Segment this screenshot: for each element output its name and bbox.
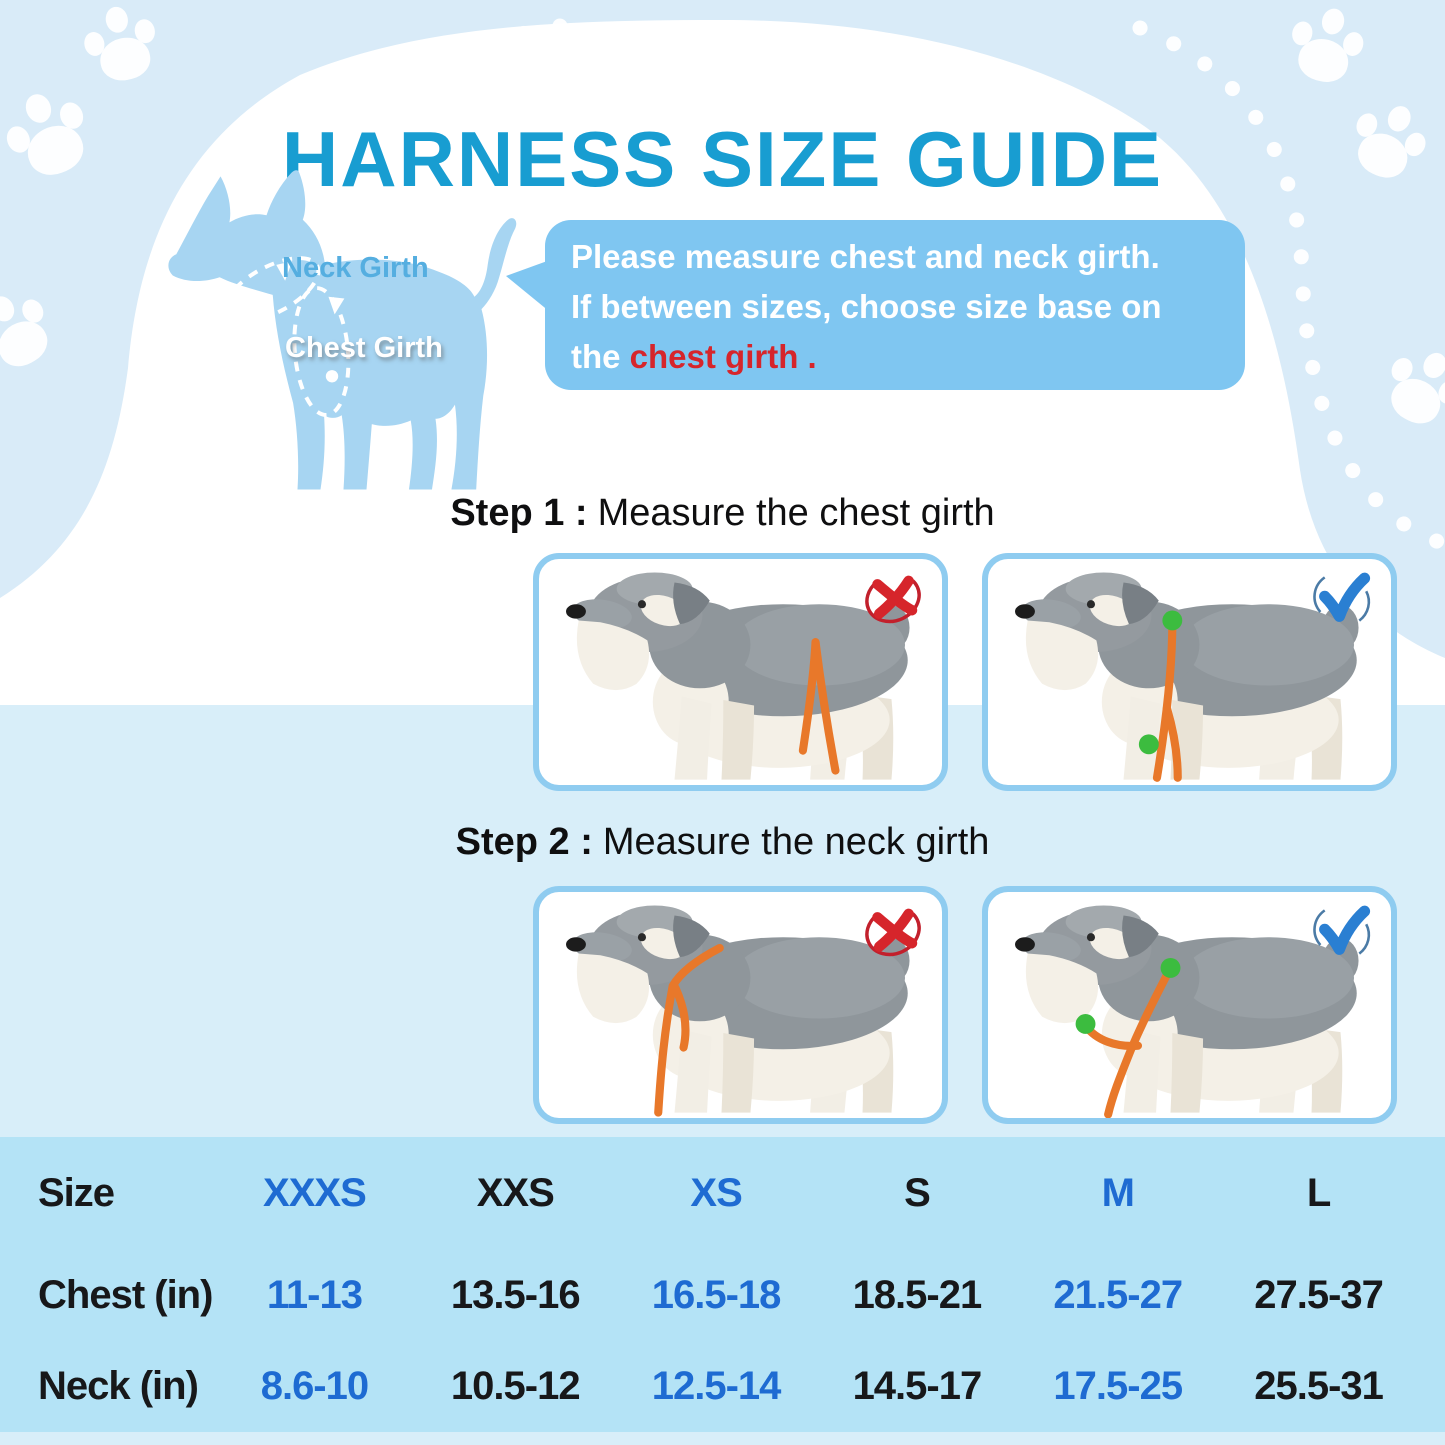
measuring-tape-icon — [798, 638, 840, 775]
dotted-trail-right — [1132, 20, 1445, 552]
step2-correct-card — [982, 886, 1397, 1124]
size-cell: XXXS — [263, 1170, 367, 1215]
schnauzer-photo-icon — [539, 559, 942, 785]
row-label-chest: Chest (in) — [38, 1272, 213, 1317]
row-label-neck: Neck (in) — [38, 1364, 199, 1408]
row-label-size: Size — [38, 1170, 115, 1215]
size-table-background — [0, 1137, 1445, 1432]
chest-cell: 21.5-27 — [1053, 1272, 1183, 1317]
cross-icon — [856, 900, 930, 964]
bubble-line-1: Please measure chest and neck girth. — [571, 238, 1160, 275]
page-title: HARNESS SIZE GUIDE — [281, 115, 1164, 204]
bottom-strip — [0, 1432, 1445, 1445]
step1-wrong-card — [533, 553, 948, 791]
chihuahua-silhouette-icon — [168, 170, 517, 490]
bubble-line-2: If between sizes, choose size base on — [571, 288, 1162, 325]
step1-correct-card — [982, 553, 1397, 791]
step2-wrong-card — [533, 886, 948, 1124]
chest-girth-label: Chest Girth — [285, 332, 443, 364]
neck-cell: 8.6-10 — [260, 1364, 369, 1408]
bubble-line-3: the chest girth . — [571, 338, 817, 375]
size-cell: XS — [690, 1170, 742, 1215]
size-cell: L — [1306, 1170, 1331, 1215]
size-cell: XXS — [476, 1170, 555, 1215]
chest-cell: 16.5-18 — [651, 1272, 782, 1317]
girth-ellipses — [223, 256, 351, 418]
check-icon — [1305, 900, 1379, 964]
size-cell: M — [1101, 1170, 1135, 1215]
neck-cell: 17.5-25 — [1053, 1364, 1183, 1408]
size-cell: S — [904, 1170, 931, 1215]
chest-cell: 11-13 — [266, 1272, 363, 1317]
neck-cell: 10.5-12 — [450, 1364, 581, 1408]
schnauzer-photo-icon — [539, 892, 942, 1117]
schnauzer-photo-icon — [988, 892, 1391, 1118]
dotted-trail-left — [159, 18, 568, 521]
paw-print-icon — [78, 0, 168, 89]
size-table: Size XXXS XXS XS S M L Chest (in) 11-13 … — [0, 1137, 1445, 1432]
cross-icon — [856, 567, 930, 631]
step-2-heading: Step 2 : Measure the neck girth — [455, 821, 990, 863]
measure-note-bubble: Please measure chest and neck girth. If … — [545, 220, 1245, 390]
step-1-heading: Step 1 : Measure the chest girth — [450, 492, 995, 534]
neck-cell: 14.5-17 — [852, 1364, 983, 1408]
measuring-tape-icon — [1152, 618, 1182, 782]
schnauzer-photo-icon — [988, 559, 1391, 782]
speech-bubble-tail — [506, 260, 550, 312]
chest-cell: 13.5-16 — [450, 1272, 581, 1317]
measuring-tape-icon — [654, 943, 724, 1117]
neck-girth-label: Neck Girth — [282, 252, 429, 284]
top-section: HARNESS SIZE GUIDE Neck Girth Chest Girt… — [0, 0, 1445, 705]
neck-cell: 12.5-14 — [651, 1364, 782, 1408]
chest-girth-highlight: chest girth — [629, 338, 799, 375]
chest-cell: 27.5-37 — [1254, 1272, 1384, 1317]
neck-cell: 25.5-31 — [1254, 1364, 1384, 1408]
check-icon — [1305, 567, 1379, 631]
chest-cell: 18.5-21 — [852, 1272, 983, 1317]
measure-point-dot — [1138, 610, 1183, 755]
measure-point-dot — [1075, 957, 1181, 1034]
